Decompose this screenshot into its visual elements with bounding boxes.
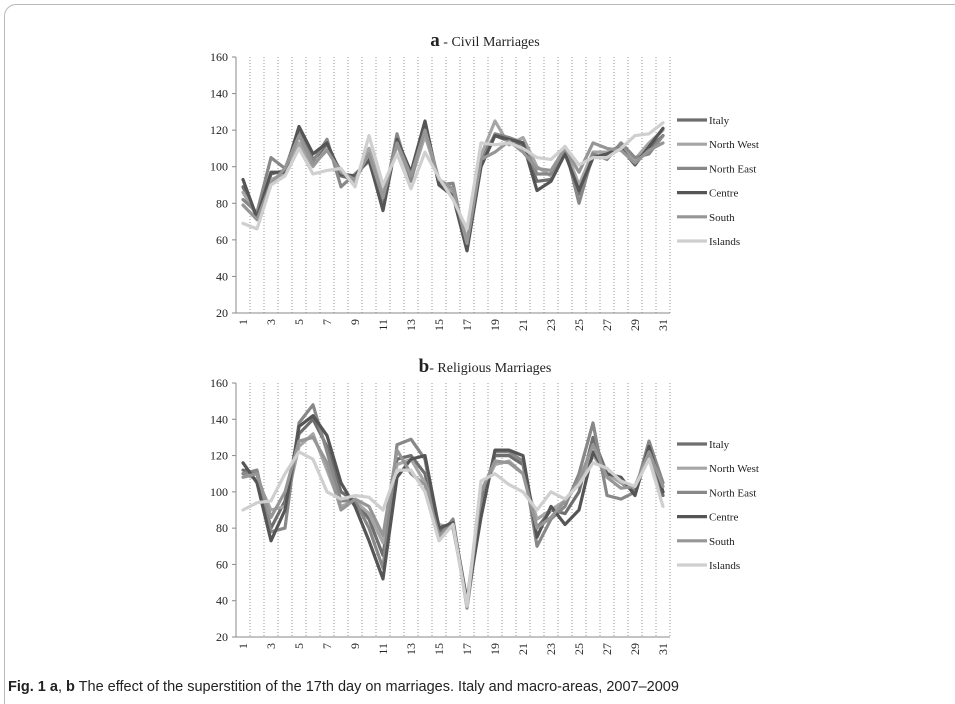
x-tick-label: 31 xyxy=(656,643,670,655)
y-tick-label: 60 xyxy=(216,233,228,247)
legend-label: Islands xyxy=(709,560,740,572)
x-tick-label: 17 xyxy=(460,319,474,331)
x-tick-label: 7 xyxy=(320,643,334,649)
chart-religious-marriages: b- Religious Marriages 20 40 60 80 100 120 140… xyxy=(210,356,759,655)
y-tick-label: 20 xyxy=(216,630,228,644)
x-tick-label: 13 xyxy=(404,643,418,655)
y-tick-label: 120 xyxy=(210,449,228,463)
x-tick-label: 13 xyxy=(404,319,418,331)
x-tick-label: 5 xyxy=(292,319,306,325)
series-line xyxy=(241,414,665,603)
legend-label: Centre xyxy=(709,188,738,200)
legend-b: Italy North West North East Centre South Isla… xyxy=(677,439,759,572)
chart-title-text: - Civil Marriages xyxy=(440,35,540,50)
y-tick-label: 140 xyxy=(210,412,228,426)
y-tick-label: 140 xyxy=(210,87,228,101)
series-line xyxy=(241,128,665,246)
legend-label: North East xyxy=(709,163,756,175)
x-tick-label: 5 xyxy=(292,643,306,649)
series-lines-b xyxy=(241,403,665,610)
legend-label: Islands xyxy=(709,236,740,248)
legend-label: Italy xyxy=(709,115,730,127)
chart-title-a: a - Civil Marriages xyxy=(430,30,539,51)
x-tick-label: 17 xyxy=(460,643,474,655)
plot-area-a xyxy=(232,56,671,314)
x-tick-label: 23 xyxy=(544,319,558,331)
series-line xyxy=(241,417,665,606)
caption-separator: , xyxy=(57,679,67,695)
x-tick-label: 11 xyxy=(376,319,390,331)
figure-charts: a - Civil Marriages 20406080100120140160… xyxy=(210,30,759,655)
chart-title-text: - Religious Marriages xyxy=(429,361,551,376)
y-tick-label: 20 xyxy=(216,306,228,320)
x-tick-label: 15 xyxy=(432,319,446,331)
y-tick-label: 60 xyxy=(216,557,228,571)
y-tick-label: 80 xyxy=(216,521,228,535)
legend-label: Italy xyxy=(709,439,730,451)
chart-civil-marriages: a - Civil Marriages 20 40 60 80 100 120 140 160… xyxy=(210,30,759,331)
y-tick-label: 120 xyxy=(210,123,228,137)
caption-panel-a: a xyxy=(49,679,58,695)
x-tick-label: 25 xyxy=(572,319,586,331)
legend-label: North East xyxy=(709,487,756,499)
x-tick-label: 23 xyxy=(544,643,558,655)
legend-a: Italy North West North East Centre South Isla… xyxy=(677,115,759,248)
series-line xyxy=(241,403,665,610)
chart-title-b: b- Religious Marriages xyxy=(419,356,552,377)
x-tick-label: 29 xyxy=(628,643,642,655)
y-tick-label: 160 xyxy=(210,376,228,390)
caption-panel-b: b xyxy=(66,679,75,695)
y-tick-label: 40 xyxy=(216,269,228,283)
legend-label: South xyxy=(709,536,735,548)
legend-label: Centre xyxy=(709,512,738,524)
y-tick-label: 80 xyxy=(216,196,228,210)
y-tick-label: 100 xyxy=(210,160,228,174)
x-tick-label: 21 xyxy=(516,643,530,655)
x-tick-label: 9 xyxy=(348,319,362,325)
x-tick-label: 27 xyxy=(600,643,614,655)
x-tick-label: 1 xyxy=(236,319,250,325)
x-tick-label: 1 xyxy=(236,643,250,649)
figure-frame xyxy=(4,4,955,704)
figure-caption: Fig. 1 a, b The effect of the superstiti… xyxy=(8,679,953,695)
plot-area-b xyxy=(232,382,671,638)
chart-title-letter: b xyxy=(419,356,430,377)
y-tick-label: 160 xyxy=(210,50,228,64)
x-tick-label: 11 xyxy=(376,643,390,655)
legend-label: South xyxy=(709,212,735,224)
x-tick-label: 3 xyxy=(264,643,278,649)
legend-label: North West xyxy=(709,463,759,475)
y-tick-label: 40 xyxy=(216,594,228,608)
x-tick-label: 15 xyxy=(432,643,446,655)
x-tick-label: 7 xyxy=(320,319,334,325)
legend-label: North West xyxy=(709,139,759,151)
x-tick-label: 27 xyxy=(600,319,614,331)
series-line xyxy=(241,450,665,608)
y-tick-label: 100 xyxy=(210,485,228,499)
x-tick-label: 9 xyxy=(348,643,362,649)
chart-title-letter: a xyxy=(430,30,440,51)
x-tick-label: 29 xyxy=(628,319,642,331)
caption-text: The effect of the superstition of the 17… xyxy=(74,679,679,695)
x-tick-label: 21 xyxy=(516,319,530,331)
x-tick-label: 19 xyxy=(488,319,502,331)
x-tick-label: 19 xyxy=(488,643,502,655)
x-tick-label: 25 xyxy=(572,643,586,655)
series-lines-a xyxy=(241,119,665,253)
x-tick-label: 31 xyxy=(656,319,670,331)
x-tick-label: 3 xyxy=(264,319,278,325)
series-line xyxy=(241,121,665,231)
caption-label: Fig. 1 xyxy=(8,679,46,695)
